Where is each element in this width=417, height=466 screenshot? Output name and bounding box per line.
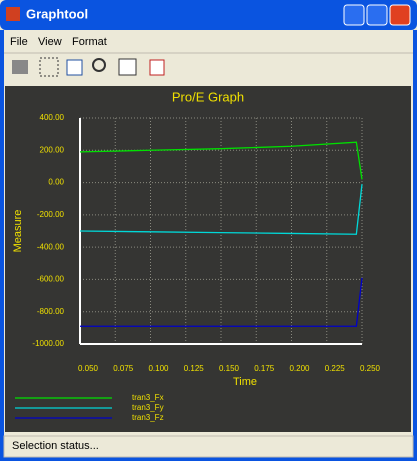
x-tick-label: 0.150 bbox=[219, 364, 240, 373]
zoom-fit-icon[interactable] bbox=[118, 58, 137, 76]
status-text: Selection status... bbox=[12, 440, 99, 452]
y-tick-label: 0.00 bbox=[48, 178, 64, 187]
status-bar bbox=[3, 435, 414, 458]
x-tick-label: 0.050 bbox=[78, 364, 99, 373]
legend-label: tran3_Fz bbox=[132, 413, 164, 422]
zoom-icon[interactable] bbox=[92, 58, 106, 72]
left-border bbox=[0, 30, 4, 461]
y-axis-label: Measure bbox=[12, 210, 24, 253]
y-tick-label: -800.00 bbox=[37, 307, 65, 316]
x-tick-label: 0.200 bbox=[289, 364, 310, 373]
x-tick-label: 0.075 bbox=[113, 364, 134, 373]
export-icon[interactable] bbox=[149, 59, 165, 76]
legend-label: tran3_Fy bbox=[132, 403, 164, 412]
minimize-button[interactable] bbox=[343, 4, 365, 26]
close-button[interactable] bbox=[389, 4, 411, 26]
y-tick-label: 200.00 bbox=[40, 145, 65, 154]
print-icon[interactable] bbox=[12, 60, 28, 74]
y-tick-label: -1000.00 bbox=[32, 339, 64, 348]
x-tick-label: 0.100 bbox=[148, 364, 169, 373]
series-line bbox=[79, 184, 363, 235]
y-tick-label: -400.00 bbox=[37, 242, 65, 251]
bottom-border bbox=[0, 457, 417, 461]
series-line bbox=[79, 141, 363, 180]
graph-area bbox=[5, 86, 411, 432]
title-bar bbox=[0, 0, 417, 30]
menu-item[interactable]: Format bbox=[72, 36, 107, 48]
series-line bbox=[80, 277, 363, 327]
x-tick-label: 0.125 bbox=[184, 364, 205, 373]
legend-label: tran3_Fx bbox=[132, 393, 164, 402]
y-tick-label: 400.00 bbox=[40, 113, 65, 122]
x-tick-label: 0.175 bbox=[254, 364, 275, 373]
menu-item[interactable]: File bbox=[10, 36, 28, 48]
window-title: Graphtool bbox=[26, 6, 88, 21]
grid-icon[interactable] bbox=[39, 57, 59, 77]
edit-icon[interactable] bbox=[66, 59, 83, 76]
right-border bbox=[413, 30, 417, 461]
x-axis-label: Time bbox=[233, 376, 257, 388]
chart-title: Pro/E Graph bbox=[172, 89, 244, 104]
menu-item[interactable]: View bbox=[38, 36, 62, 48]
y-tick-label: -600.00 bbox=[37, 275, 65, 284]
plot: 400.00 200.00 0.00 -200.00 -400.00 -600.00 -80… bbox=[15, 113, 381, 422]
x-tick-label: 0.250 bbox=[360, 364, 381, 373]
maximize-button[interactable] bbox=[366, 4, 388, 26]
y-tick-label: -200.00 bbox=[37, 210, 65, 219]
app-icon bbox=[6, 7, 20, 21]
x-tick-label: 0.225 bbox=[325, 364, 346, 373]
